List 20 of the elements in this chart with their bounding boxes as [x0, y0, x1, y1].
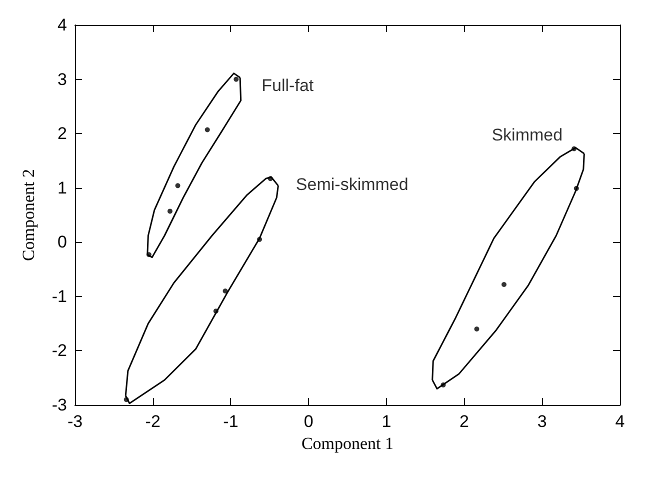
- series-label: Semi-skimmed: [296, 175, 408, 194]
- y-axis-title: Component 2: [19, 168, 38, 262]
- series-label: Full-fat: [262, 76, 314, 95]
- y-tick-label: -2: [52, 341, 67, 360]
- y-tick-label: -3: [52, 396, 67, 414]
- x-axis-title: Component 1: [301, 434, 394, 453]
- x-tick-label: 4: [615, 412, 625, 431]
- x-tick-label: 2: [460, 412, 470, 431]
- x-tick-label: -1: [223, 412, 238, 431]
- x-tick-label: -2: [145, 412, 160, 431]
- y-tick-label: 0: [58, 232, 67, 252]
- y-tick-label: 2: [58, 124, 67, 144]
- y-tick-label: 3: [58, 70, 67, 89]
- x-tick-label: 1: [382, 412, 392, 431]
- x-tick-label: 3: [537, 412, 547, 431]
- series-label: Skimmed: [492, 125, 563, 144]
- y-tick-label: 4: [58, 16, 67, 34]
- y-tick-label: 1: [58, 178, 67, 198]
- y-tick-label: -1: [52, 286, 67, 306]
- x-tick-label: 0: [304, 412, 314, 431]
